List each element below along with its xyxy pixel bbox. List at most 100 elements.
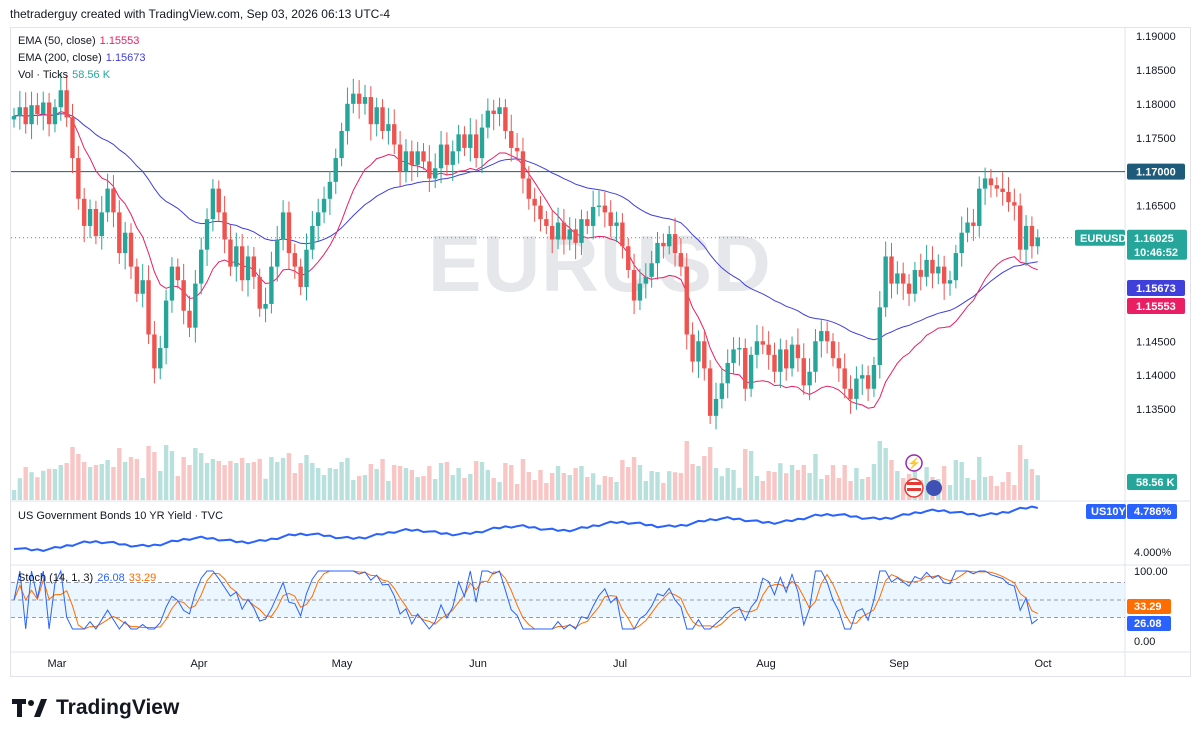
candle-body[interactable] <box>374 107 379 125</box>
candle-body[interactable] <box>29 105 34 125</box>
candle-body[interactable] <box>538 205 543 220</box>
candle-body[interactable] <box>351 93 356 104</box>
legend-ema50[interactable]: EMA (50, close) 1.15553 <box>18 35 139 47</box>
candle-body[interactable] <box>813 341 818 372</box>
candle-body[interactable] <box>316 212 321 226</box>
candle-body[interactable] <box>193 283 198 328</box>
candle-body[interactable] <box>438 144 444 169</box>
candle-body[interactable] <box>175 266 180 281</box>
eu-flag-icon[interactable] <box>926 480 942 496</box>
candle-body[interactable] <box>824 331 830 342</box>
candle-body[interactable] <box>661 242 666 247</box>
candle-body[interactable] <box>158 348 163 369</box>
candle-body[interactable] <box>327 181 333 199</box>
candle-body[interactable] <box>222 212 227 240</box>
candle-body[interactable] <box>468 134 473 148</box>
candle-body[interactable] <box>860 375 865 379</box>
candle-body[interactable] <box>514 147 520 152</box>
candle-body[interactable] <box>35 105 40 115</box>
candle-body[interactable] <box>784 349 789 369</box>
tradingview-logo[interactable]: TradingView <box>12 696 179 720</box>
candle-body[interactable] <box>380 107 385 131</box>
candle-body[interactable] <box>415 151 420 165</box>
candle-body[interactable] <box>181 280 186 311</box>
candle-body[interactable] <box>1000 188 1005 193</box>
candle-body[interactable] <box>11 116 17 120</box>
candle-body[interactable] <box>228 239 233 267</box>
candle-body[interactable] <box>298 266 303 287</box>
candle-body[interactable] <box>544 219 549 226</box>
candle-body[interactable] <box>889 256 894 284</box>
candle-body[interactable] <box>772 354 777 372</box>
candle-body[interactable] <box>760 341 765 345</box>
candle-body[interactable] <box>321 198 327 213</box>
candle-body[interactable] <box>754 341 760 355</box>
candle-body[interactable] <box>58 90 63 108</box>
candle-body[interactable] <box>696 341 701 362</box>
candle-body[interactable] <box>590 206 596 226</box>
candle-body[interactable] <box>883 256 888 308</box>
candle-body[interactable] <box>643 276 648 284</box>
candle-body[interactable] <box>895 273 900 284</box>
candle-body[interactable] <box>280 212 286 240</box>
candle-body[interactable] <box>1006 192 1011 203</box>
candle-body[interactable] <box>672 234 678 254</box>
candle-body[interactable] <box>397 144 403 172</box>
legend-ema200[interactable]: EMA (200, close) 1.15673 <box>18 52 146 64</box>
candle-body[interactable] <box>310 225 315 250</box>
candle-body[interactable] <box>567 229 572 240</box>
candle-body[interactable] <box>550 225 555 240</box>
candle-body[interactable] <box>245 256 251 281</box>
candle-body[interactable] <box>982 178 988 189</box>
candle-body[interactable] <box>1035 237 1040 247</box>
candle-body[interactable] <box>789 344 795 369</box>
candle-body[interactable] <box>819 331 824 342</box>
candle-body[interactable] <box>269 266 274 304</box>
candle-body[interactable] <box>356 93 362 104</box>
candle-body[interactable] <box>491 110 496 115</box>
candle-body[interactable] <box>941 266 947 284</box>
candle-body[interactable] <box>608 212 613 226</box>
candle-body[interactable] <box>99 212 104 237</box>
candle-body[interactable] <box>877 307 882 365</box>
candle-body[interactable] <box>286 212 292 254</box>
candle-body[interactable] <box>111 188 116 213</box>
candle-body[interactable] <box>76 158 81 199</box>
candle-body[interactable] <box>585 219 590 226</box>
candle-body[interactable] <box>368 97 374 125</box>
candle-body[interactable] <box>971 222 976 226</box>
candle-body[interactable] <box>555 222 561 240</box>
candle-body[interactable] <box>924 259 929 277</box>
candle-body[interactable] <box>702 341 707 369</box>
candle-body[interactable] <box>906 283 912 294</box>
candle-body[interactable] <box>1029 225 1035 247</box>
candle-body[interactable] <box>561 222 567 240</box>
candle-body[interactable] <box>117 212 122 254</box>
candle-body[interactable] <box>842 368 847 389</box>
legend-stoch[interactable]: Stoch (14, 1, 3) 26.08 33.29 <box>18 572 156 584</box>
candle-body[interactable] <box>743 348 748 389</box>
candle-body[interactable] <box>620 222 625 247</box>
candle-body[interactable] <box>41 102 46 115</box>
candle-body[interactable] <box>87 208 93 226</box>
candle-body[interactable] <box>596 205 602 207</box>
candle-body[interactable] <box>257 276 262 309</box>
candle-body[interactable] <box>1018 205 1023 250</box>
candle-body[interactable] <box>333 158 338 182</box>
candle-body[interactable] <box>82 198 87 226</box>
legend-bond[interactable]: US Government Bonds 10 YR Yield · TVC <box>18 510 223 522</box>
candle-body[interactable] <box>579 219 584 243</box>
candle-body[interactable] <box>573 229 578 243</box>
candle-body[interactable] <box>977 188 982 226</box>
candle-body[interactable] <box>187 310 192 328</box>
candle-body[interactable] <box>134 266 140 294</box>
candle-body[interactable] <box>444 144 450 165</box>
candle-body[interactable] <box>52 107 58 125</box>
candle-body[interactable] <box>994 185 999 189</box>
candle-body[interactable] <box>707 368 713 416</box>
candle-body[interactable] <box>713 398 719 416</box>
candle-body[interactable] <box>450 151 455 165</box>
candle-body[interactable] <box>392 124 397 145</box>
candle-body[interactable] <box>655 242 660 264</box>
candle-body[interactable] <box>234 246 239 267</box>
